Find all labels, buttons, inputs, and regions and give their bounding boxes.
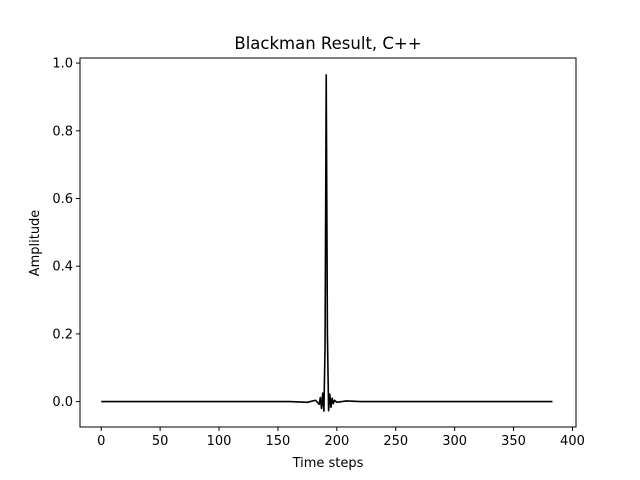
y-tick-label: 0.0 (52, 395, 73, 410)
y-axis-label: Amplitude (28, 210, 43, 277)
x-tick-label: 150 (266, 434, 291, 449)
series-line (101, 74, 553, 412)
x-tick-label: 100 (207, 434, 232, 449)
axes-frame (79, 57, 577, 428)
x-tick-label: 400 (560, 434, 585, 449)
y-tick-label: 1.0 (52, 57, 73, 72)
x-tick-label: 50 (152, 434, 169, 449)
y-axis-ticks: 0.0 0.2 0.4 0.6 0.8 1.0 (52, 57, 80, 410)
y-tick-label: 0.2 (52, 327, 73, 342)
x-tick-label: 300 (442, 434, 467, 449)
x-tick-label: 200 (324, 434, 349, 449)
x-tick-label: 0 (97, 434, 105, 449)
plot-area (101, 74, 553, 412)
x-tick-label: 250 (383, 434, 408, 449)
y-tick-label: 0.4 (52, 260, 73, 275)
y-tick-label: 0.8 (52, 124, 73, 139)
x-axis-ticks: 0 50 100 150 200 250 300 350 400 (97, 427, 585, 449)
x-tick-label: 350 (501, 434, 526, 449)
x-axis-label: Time steps (292, 456, 364, 471)
y-tick-label: 0.6 (52, 192, 73, 207)
chart-title: Blackman Result, C++ (234, 34, 421, 53)
